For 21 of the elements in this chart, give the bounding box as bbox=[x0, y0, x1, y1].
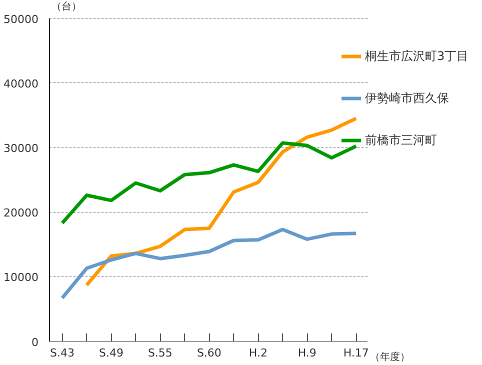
legend-label: 伊勢崎市西久保 bbox=[365, 90, 449, 106]
x-tick-label: H.2 bbox=[248, 346, 268, 360]
line-series bbox=[60, 141, 358, 225]
x-tick-label: H.17 bbox=[343, 346, 369, 360]
y-tick-label: 10000 bbox=[4, 271, 39, 284]
x-axis-title: （年度） bbox=[370, 350, 410, 363]
y-tick-label: 0 bbox=[32, 336, 38, 349]
legend-label: 桐生市広沢町3丁目 bbox=[365, 48, 469, 64]
y-tick-label: 50000 bbox=[4, 12, 39, 26]
x-tick-label: S.43 bbox=[50, 346, 74, 360]
line-series bbox=[60, 228, 358, 300]
y-axis-title: （台） bbox=[52, 0, 82, 12]
line-series bbox=[84, 116, 358, 287]
y-tick-label: 20000 bbox=[4, 206, 39, 220]
y-tick-label: 40000 bbox=[4, 77, 39, 90]
y-tick-label: 30000 bbox=[4, 142, 39, 155]
x-tick-label: S.55 bbox=[148, 346, 172, 360]
x-tick-label: S.60 bbox=[196, 346, 222, 360]
x-tick-label: S.49 bbox=[98, 346, 124, 360]
legend-label: 前橋市三河町 bbox=[365, 132, 437, 148]
x-tick-label: H.9 bbox=[298, 346, 316, 360]
